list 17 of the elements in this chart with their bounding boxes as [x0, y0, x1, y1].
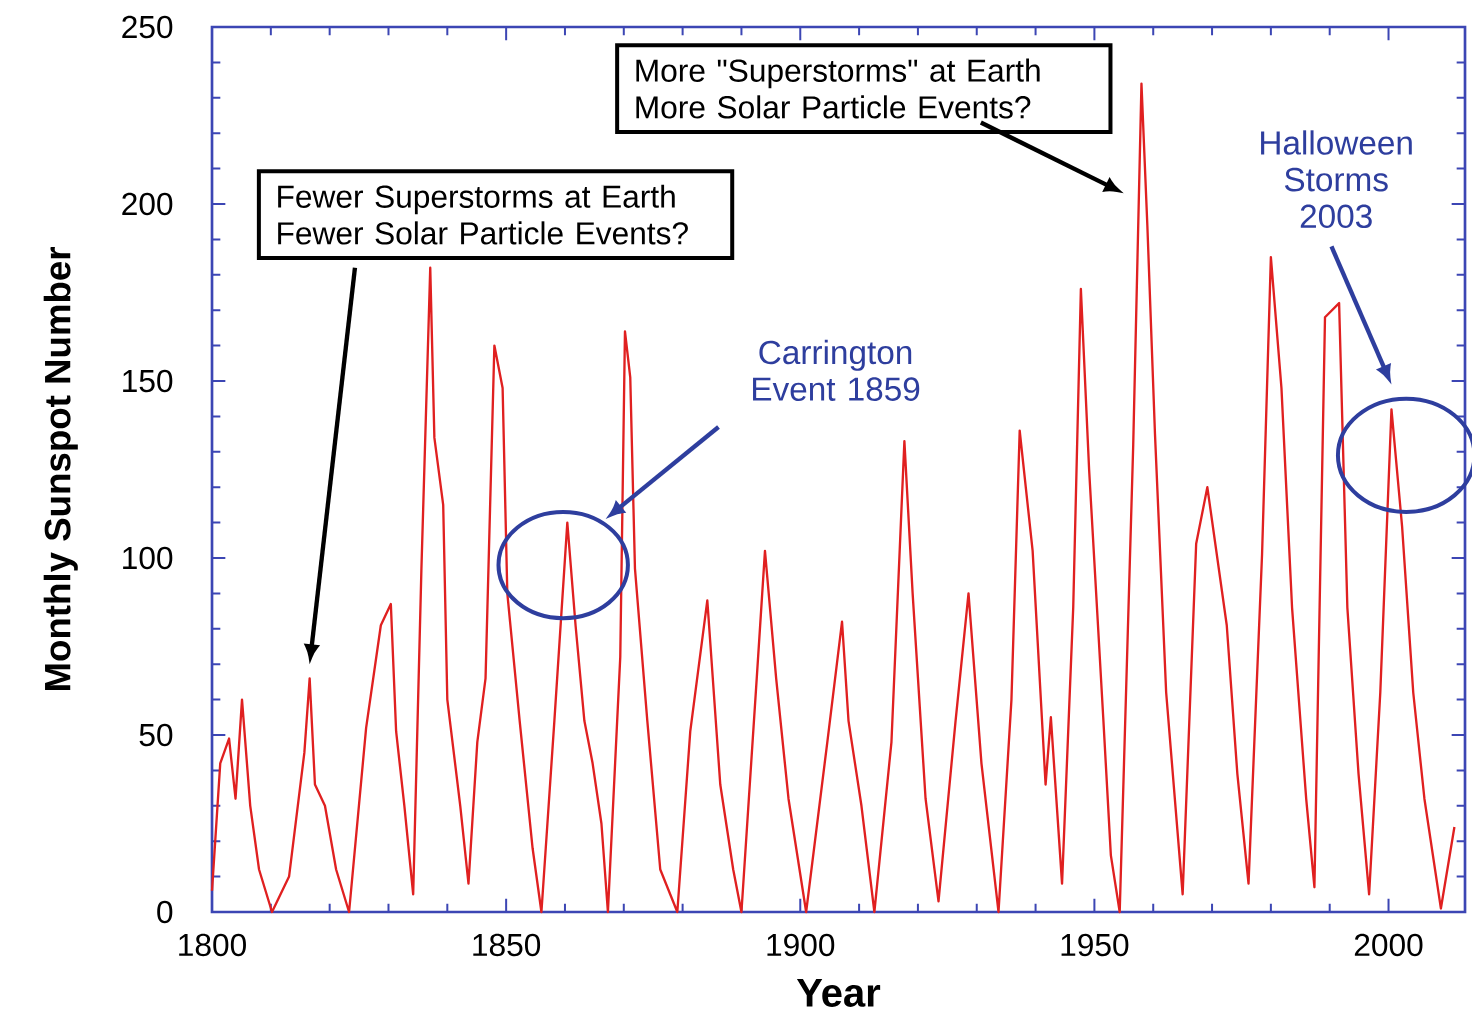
y-tick-label: 0 — [157, 900, 173, 924]
y-tick-label: 200 — [122, 192, 173, 216]
annotation: Carrington Event 1859 — [753, 339, 920, 401]
annotation: More "Superstorms" at Earth More Solar Particle Events? — [636, 58, 1040, 119]
y-tick-label: 50 — [139, 723, 173, 747]
y-tick-label: 250 — [122, 15, 173, 39]
y-tick-label: 150 — [123, 369, 173, 393]
x-tick-label: 1950 — [1061, 933, 1129, 957]
x-tick-label: 1800 — [179, 933, 246, 957]
x-tick-label: 2000 — [1354, 933, 1423, 957]
x-axis-title: Year — [796, 979, 881, 1007]
x-tick-label: 1900 — [767, 933, 835, 957]
y-axis-title: Monthly Sunspot Number — [43, 247, 78, 691]
annotation: Fewer Superstorms at Earth Fewer Solar Particle Events? — [278, 184, 688, 245]
x-tick-label: 1850 — [473, 933, 541, 957]
annotation: Halloween Storms 2003 — [1261, 130, 1412, 229]
y-tick-label: 100 — [123, 546, 173, 570]
